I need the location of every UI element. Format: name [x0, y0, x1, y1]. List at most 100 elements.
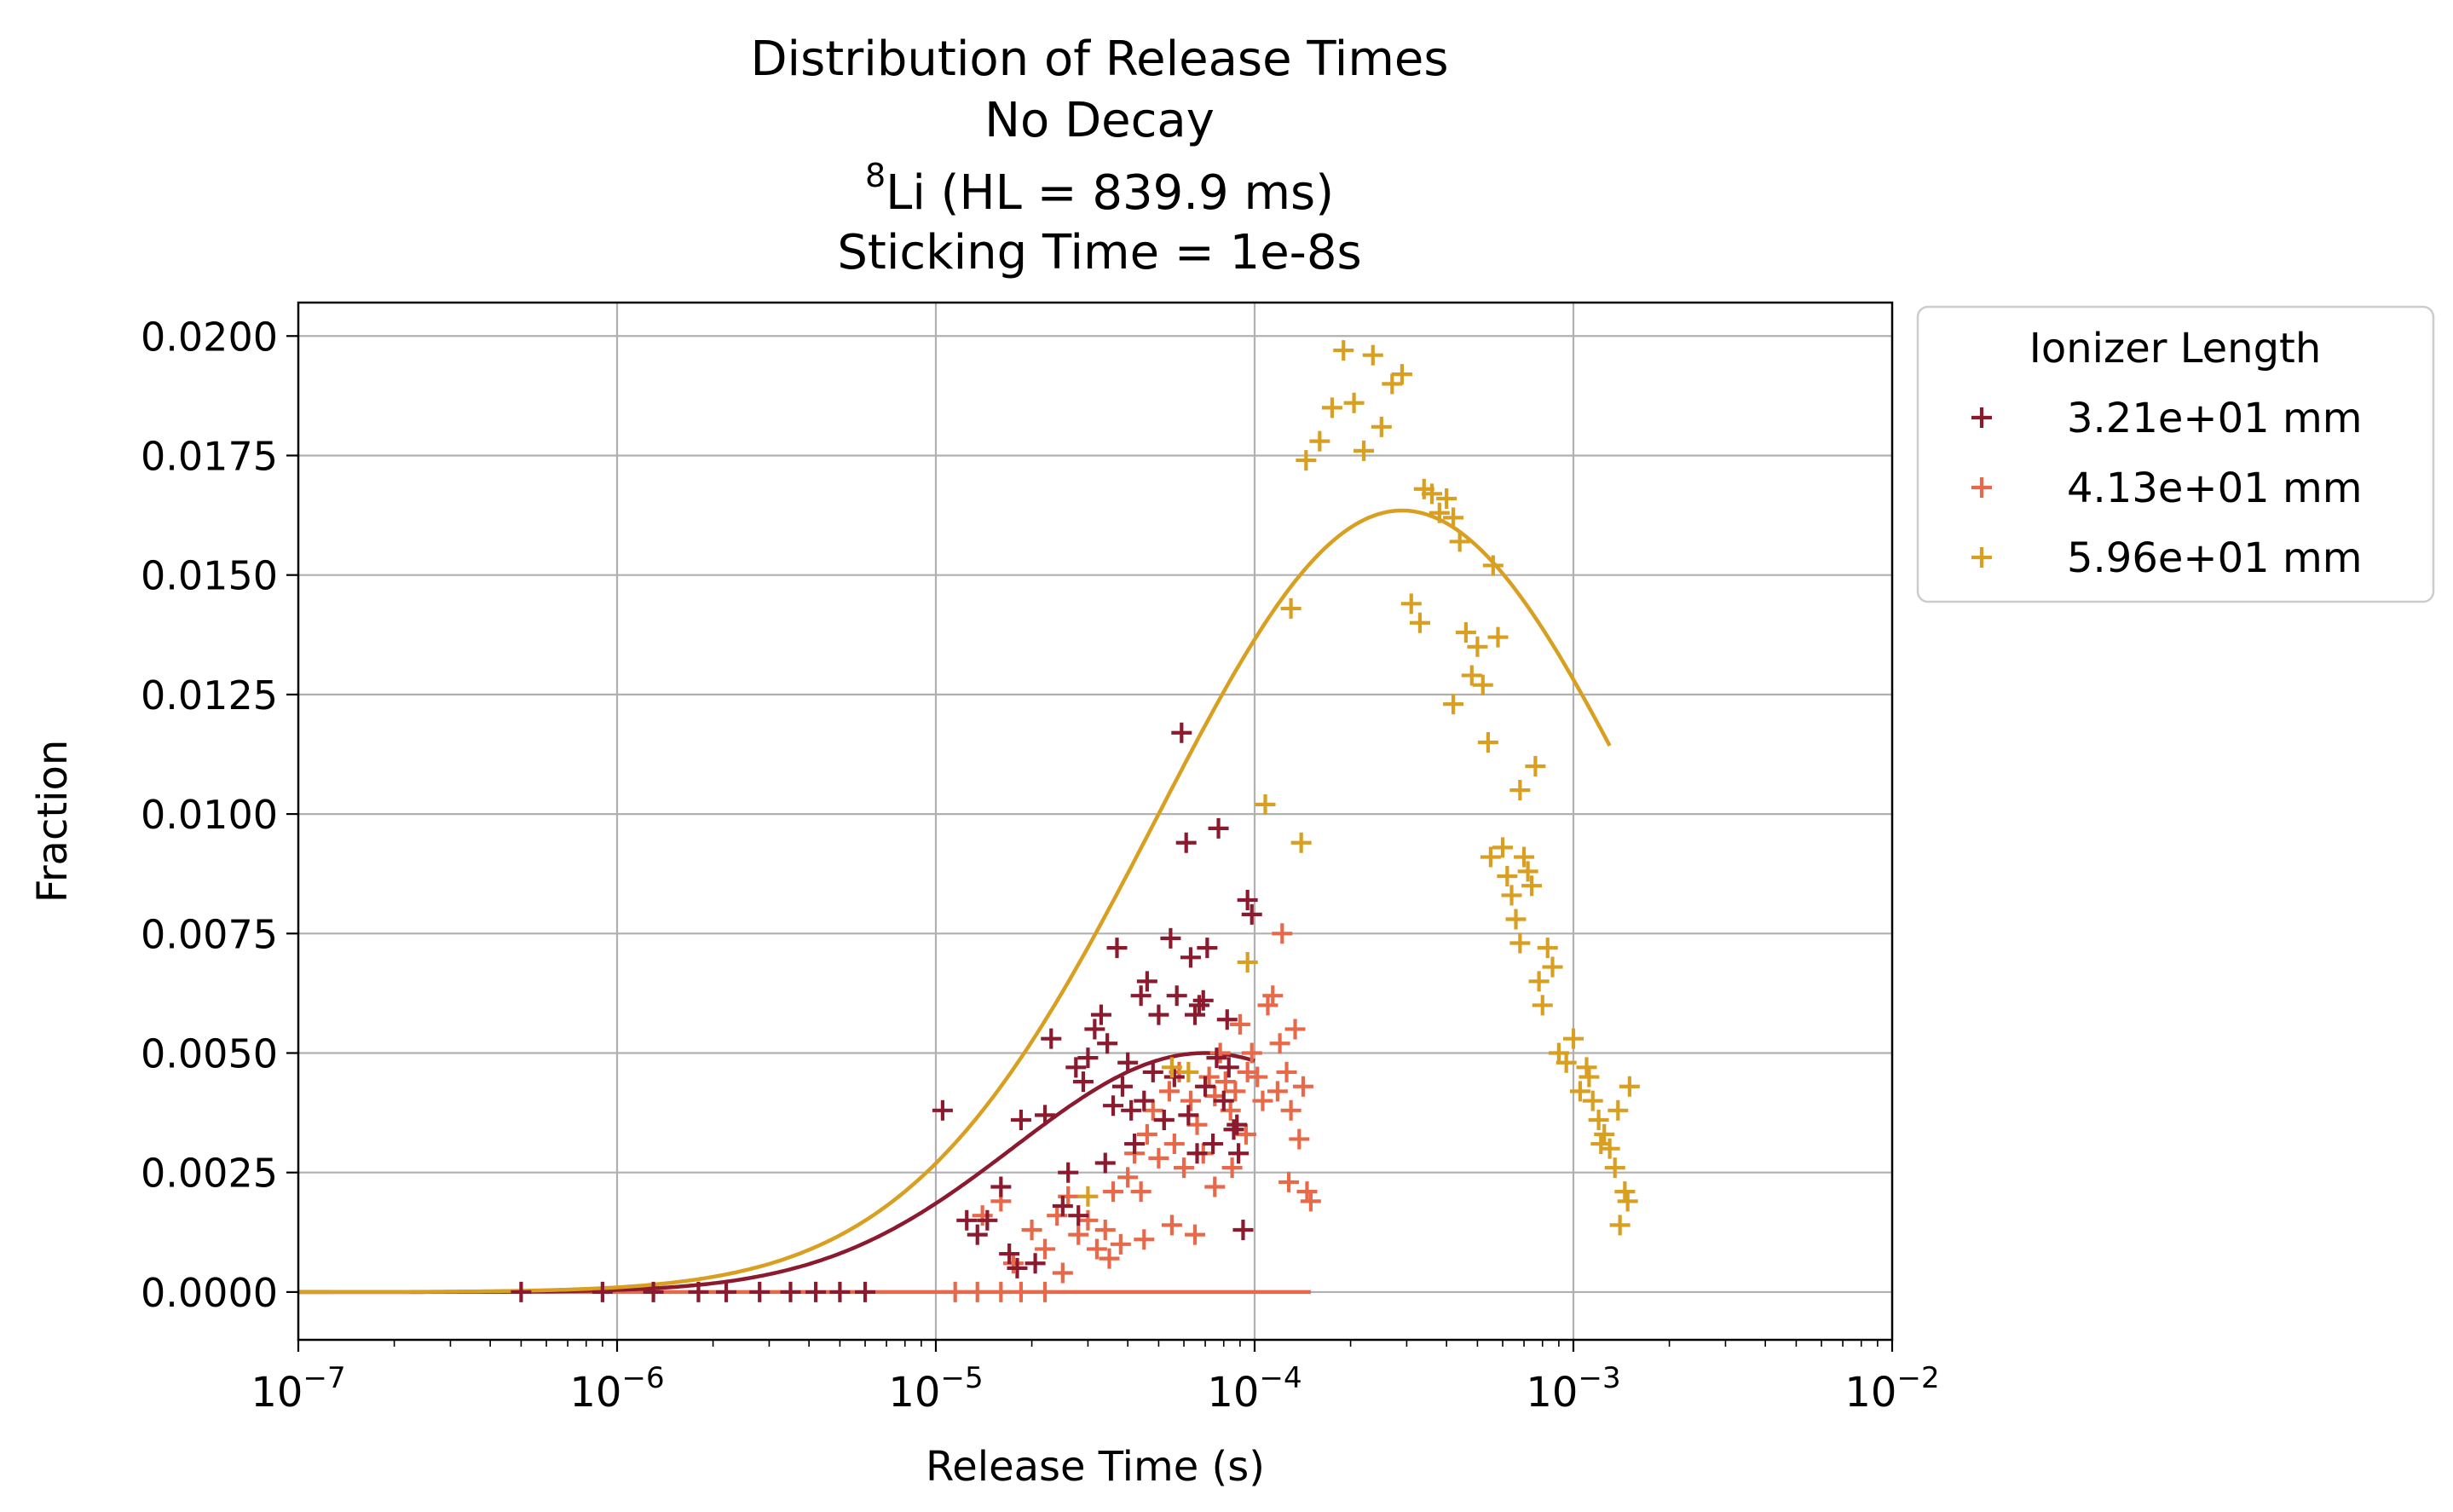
- data-point: [1021, 1220, 1042, 1241]
- data-point: [1391, 364, 1412, 385]
- data-point: [1206, 1047, 1227, 1069]
- data-point: [1296, 1181, 1318, 1203]
- data-point: [1537, 938, 1558, 959]
- data-point: [1077, 1047, 1099, 1069]
- data-point: [1223, 1119, 1244, 1140]
- x-axis-label: Release Time (s): [926, 1443, 1265, 1491]
- data-point: [1487, 626, 1509, 648]
- data-point: [1226, 1114, 1248, 1135]
- data-point: [1175, 832, 1197, 853]
- data-point: [1509, 932, 1531, 954]
- data-point: [1103, 1095, 1124, 1117]
- data-point: [829, 1281, 851, 1302]
- data-point: [1532, 995, 1553, 1016]
- data-point: [1604, 1157, 1625, 1179]
- data-point: [1555, 1052, 1577, 1073]
- y-tick-label: 0.0075: [141, 911, 278, 957]
- data-point: [1077, 1209, 1099, 1231]
- data-point: [592, 1281, 613, 1302]
- data-point: [1501, 885, 1522, 906]
- data-point: [1321, 397, 1342, 418]
- x-tick-label: 10−4: [1207, 1361, 1302, 1417]
- data-point: [716, 1281, 737, 1302]
- grid: [298, 303, 1892, 1340]
- data-point: [1521, 875, 1543, 897]
- data-point: [1619, 1076, 1640, 1097]
- data-point: [1052, 1195, 1073, 1216]
- data-point: [511, 1281, 532, 1302]
- data-point: [1178, 1061, 1199, 1082]
- data-point: [1192, 990, 1214, 1011]
- y-tick-label: 0.0200: [141, 314, 278, 360]
- data-point: [1467, 636, 1488, 657]
- data-point: [1103, 1181, 1124, 1203]
- data-point: [1528, 971, 1550, 992]
- chart-title: Distribution of Release Times No Decay 8…: [750, 32, 1448, 280]
- plot-frame: [297, 301, 1894, 1342]
- legend-title: Ionizer Length: [2029, 325, 2322, 372]
- legend-marker-1: [1971, 407, 1992, 428]
- data-point: [1262, 985, 1284, 1007]
- data-point: [1198, 1066, 1220, 1088]
- data-point: [1607, 1099, 1629, 1121]
- data-point: [1492, 837, 1514, 858]
- data-point: [1171, 722, 1192, 743]
- data-point: [1203, 1134, 1224, 1155]
- data-point: [1505, 909, 1527, 930]
- data-point: [1136, 971, 1157, 992]
- series-1-points: [511, 722, 1262, 1302]
- data-point: [1058, 1162, 1079, 1183]
- data-point: [1204, 1176, 1226, 1197]
- data-point: [1148, 1004, 1169, 1025]
- data-point: [1166, 985, 1187, 1007]
- data-point: [944, 1281, 966, 1302]
- data-point: [1084, 1019, 1105, 1040]
- data-point: [1272, 923, 1293, 944]
- data-point: [749, 1281, 771, 1302]
- data-point: [1163, 1066, 1185, 1088]
- data-point: [1267, 1081, 1288, 1102]
- data-point: [1461, 665, 1482, 686]
- data-point: [1514, 846, 1535, 868]
- data-point: [1362, 344, 1383, 366]
- legend-label-1: 3.21e+01 mm: [2067, 395, 2362, 442]
- data-point: [1472, 674, 1493, 695]
- data-point: [1400, 593, 1422, 615]
- data-point: [1241, 903, 1262, 925]
- data-point: [967, 1281, 988, 1302]
- x-tick-label: 10−7: [251, 1361, 345, 1417]
- y-tick-label: 0.0150: [141, 553, 278, 599]
- data-point: [1409, 612, 1430, 633]
- data-point: [972, 1205, 993, 1226]
- title-line-1: Distribution of Release Times: [750, 32, 1448, 87]
- data-point: [1068, 1205, 1089, 1226]
- data-point: [1134, 1229, 1155, 1250]
- data-point: [956, 1209, 978, 1231]
- data-point: [1443, 507, 1464, 528]
- data-point: [1213, 1090, 1234, 1111]
- legend-label-3: 5.96e+01 mm: [2067, 534, 2362, 582]
- data-point: [1161, 1215, 1182, 1236]
- data-point: [1353, 440, 1375, 461]
- data-point: [1180, 947, 1201, 968]
- data-point: [688, 1281, 709, 1302]
- data-point: [1121, 1099, 1142, 1121]
- data-point: [1232, 1220, 1254, 1241]
- data-point: [805, 1281, 827, 1302]
- data-point: [1002, 1253, 1024, 1274]
- data-point: [1010, 1281, 1031, 1302]
- y-tick-label: 0.0050: [141, 1031, 278, 1077]
- data-point: [1065, 1057, 1087, 1078]
- data-point: [1153, 1110, 1175, 1131]
- data-point: [1134, 1090, 1155, 1111]
- data-point: [1136, 1123, 1157, 1145]
- data-point: [1289, 1128, 1310, 1150]
- data-point: [1594, 1123, 1615, 1145]
- data-point: [1007, 1257, 1028, 1278]
- data-point: [999, 1244, 1020, 1265]
- legend-marker-3: [1971, 547, 1992, 568]
- title-line-2: No Decay: [984, 93, 1215, 148]
- data-point: [1477, 731, 1498, 753]
- data-point: [1197, 938, 1218, 959]
- title-line-3: 8Li (HL = 839.9 ms): [865, 157, 1334, 221]
